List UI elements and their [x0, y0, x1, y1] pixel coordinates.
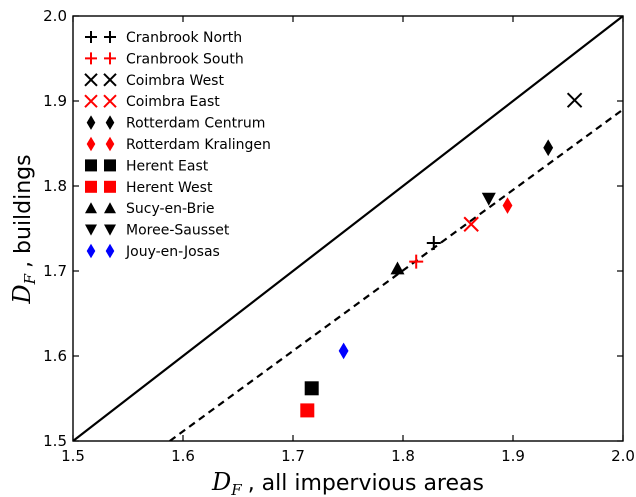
- y-tick-label: 1.5: [43, 432, 67, 450]
- legend-marker: [103, 94, 117, 108]
- legend-entry: Rotterdam Kralingen: [86, 136, 271, 153]
- legend-label: Coimbra East: [126, 94, 220, 110]
- legend-marker: [86, 136, 96, 152]
- point-herent-east: [304, 381, 319, 396]
- legend-marker: [85, 202, 97, 214]
- reference-lines: [73, 16, 623, 441]
- point-moree-sausset: [481, 192, 496, 206]
- point-herent-west: [300, 403, 315, 418]
- legend-entry: Coimbra East: [84, 94, 220, 110]
- legend-marker: [86, 115, 96, 130]
- legend-entry: Cranbrook North: [85, 30, 242, 46]
- legend-marker: [86, 243, 96, 259]
- point-coimbra-west: [566, 92, 583, 108]
- y-tick-label: 1.6: [43, 347, 67, 365]
- legend-entry: Herent East: [85, 158, 209, 174]
- legend-marker: [104, 224, 116, 236]
- legend-label: Sucy-en-Brie: [126, 201, 214, 217]
- legend-marker: [105, 115, 115, 130]
- point-rotterdam-kralingen: [502, 197, 513, 214]
- legend-entry: Cranbrook South: [85, 51, 244, 67]
- legend-marker: [84, 73, 98, 87]
- legend-marker: [104, 180, 116, 193]
- y-tick-label: 1.7: [43, 262, 67, 280]
- legend-marker: [103, 73, 117, 87]
- x-tick-label: 1.9: [501, 447, 525, 465]
- legend-entry: Moree-Sausset: [85, 223, 230, 239]
- fit-line-dashed: [169, 108, 623, 441]
- legend-label: Cranbrook South: [126, 51, 244, 67]
- x-axis-label: DF , all impervious areas: [211, 468, 484, 497]
- y-axis-label-subscript: F: [21, 273, 39, 285]
- legend-label: Cranbrook North: [126, 30, 242, 46]
- legend-marker: [104, 52, 116, 65]
- x-axis-label-subscript: F: [230, 481, 242, 497]
- y-axis-label: DF , buildings: [8, 154, 39, 304]
- legend: Cranbrook North Cranbrook South Coimbra We…: [84, 30, 271, 260]
- legend-entry: Herent West: [85, 180, 213, 196]
- legend-label: Jouy-en-Josas: [125, 244, 220, 260]
- legend-label: Herent East: [126, 158, 209, 174]
- x-tick-label: 1.8: [391, 447, 415, 465]
- data-points: [300, 92, 583, 418]
- x-tick-label: 2.0: [611, 447, 635, 465]
- x-tick-label: 1.7: [281, 447, 305, 465]
- legend-entry: Jouy-en-Josas: [86, 243, 220, 260]
- point-sucy-en-brie: [390, 261, 405, 275]
- x-tick-label: 1.6: [171, 447, 195, 465]
- x-axis-label-symbol: D: [211, 468, 231, 496]
- legend-marker: [84, 94, 98, 108]
- legend-marker: [85, 180, 97, 193]
- legend-marker: [85, 52, 97, 65]
- legend-marker: [104, 202, 116, 214]
- y-tick-label: 1.9: [43, 92, 67, 110]
- point-coimbra-east: [463, 216, 479, 232]
- y-tick-label: 1.8: [43, 177, 67, 195]
- legend-entry: Coimbra West: [84, 73, 224, 89]
- legend-label: Moree-Sausset: [126, 223, 230, 239]
- identity-line: [73, 16, 623, 441]
- legend-marker: [85, 31, 97, 43]
- x-axis-label-text: , all impervious areas: [248, 471, 484, 496]
- legend-marker: [104, 31, 116, 43]
- legend-entry: Sucy-en-Brie: [85, 201, 214, 217]
- legend-label: Coimbra West: [126, 73, 224, 89]
- plot-frame: [72, 15, 624, 442]
- y-axis-label-symbol: D: [8, 284, 36, 304]
- x-tick-label: 1.5: [61, 447, 85, 465]
- legend-marker: [105, 136, 115, 152]
- legend-label: Herent West: [126, 180, 213, 196]
- legend-label: Rotterdam Centrum: [126, 116, 265, 132]
- y-tick-label: 2.0: [43, 7, 67, 25]
- point-cranbrook-south: [409, 254, 424, 269]
- legend-marker: [104, 159, 116, 172]
- point-jouy-en-josas: [338, 342, 349, 360]
- legend-entry: Rotterdam Centrum: [86, 115, 265, 132]
- y-axis-label-text: , buildings: [11, 154, 36, 268]
- legend-marker: [85, 159, 97, 172]
- point-cranbrook-north: [426, 235, 441, 250]
- legend-marker: [105, 243, 115, 259]
- axis-ticks: 1.5 1.6 1.7 1.8 1.9 2.0 1.5 1.6 1.7 1.8 1.9 2.0: [43, 7, 635, 465]
- point-rotterdam-centrum: [543, 139, 554, 157]
- legend-marker: [85, 224, 97, 236]
- legend-label: Rotterdam Kralingen: [126, 137, 271, 153]
